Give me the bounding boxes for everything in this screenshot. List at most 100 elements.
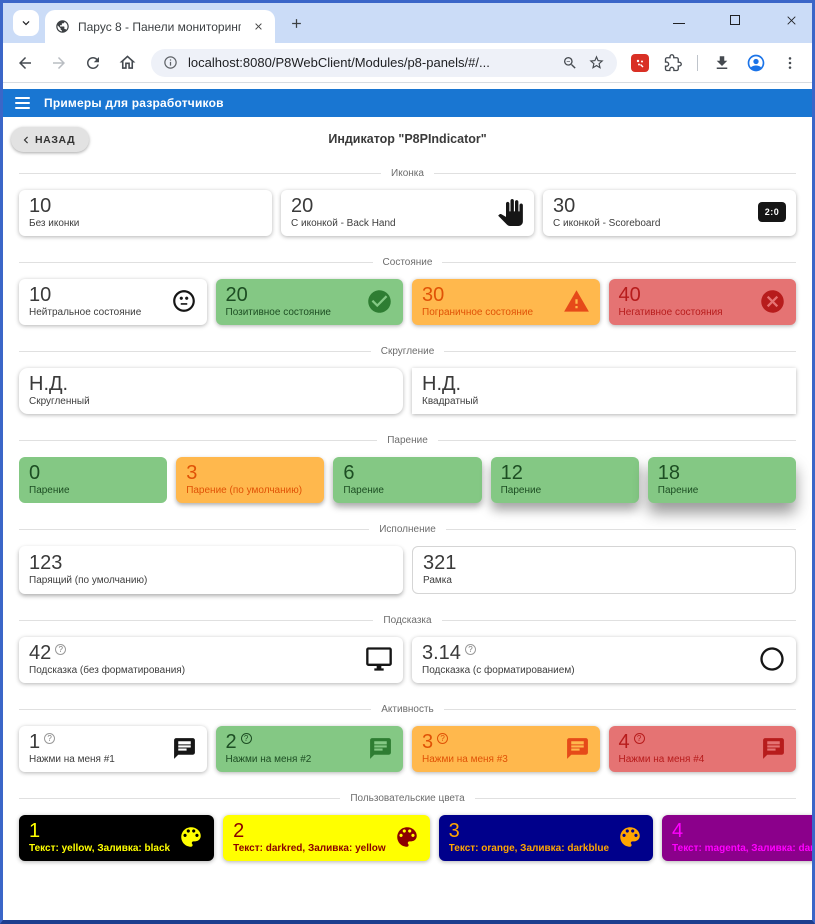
indicator-caption: Рамка (423, 575, 452, 586)
indicator-caption: Подсказка (с форматированием) (422, 665, 575, 676)
download-icon (716, 55, 728, 69)
indicator-value: 10 (29, 195, 52, 217)
app-bar: Примеры для разработчиков (3, 89, 812, 117)
hamburger-menu-icon[interactable] (15, 97, 30, 109)
chevron-left-icon (23, 136, 28, 143)
indicator-caption: Подсказка (без форматирования) (29, 665, 186, 676)
indicator-value: 20 (225, 284, 248, 306)
help-icon: ? (464, 644, 476, 655)
address-bar[interactable]: localhost:8080/P8WebClient/Modules/p8-pa… (151, 48, 617, 77)
clickable-indicator-3[interactable]: 3? Нажми на меня #3 (412, 726, 600, 772)
chat-icon (763, 737, 784, 759)
back-arrow-icon (19, 56, 31, 69)
url-text: localhost:8080/P8WebClient/Modules/p8-pa… (188, 55, 490, 70)
section-variant: Исполнение 123 Парящий (по умолчанию) 32… (3, 524, 812, 610)
help-icon: ? (437, 733, 449, 744)
tab-close-button[interactable] (249, 18, 267, 36)
profile-button[interactable] (746, 53, 766, 73)
extension-red-glyph (636, 59, 644, 67)
indicator-card-elevated: 123 Парящий (по умолчанию) (19, 546, 403, 594)
warning-triangle-icon (563, 289, 589, 312)
site-info-icon (164, 56, 177, 69)
section-label: Пользовательские цвета (350, 793, 465, 804)
maximize-button[interactable] (728, 13, 742, 27)
circle-outline-icon (760, 647, 784, 671)
indicator-caption: Нажми на меня #2 (225, 754, 312, 765)
indicator-caption: Парение (500, 485, 542, 496)
cancel-circle-icon (761, 289, 784, 313)
indicator-caption: Текст: darkred, Заливка: yellow (233, 843, 386, 854)
indicator-caption: Текст: magenta, Заливка: darkmage... (672, 843, 812, 854)
home-icon (119, 55, 135, 69)
indicator-caption: Нажми на меня #3 (422, 754, 508, 765)
indicator-value: Н.Д. (422, 373, 462, 395)
indicator-caption: Нейтральное состояние (29, 307, 142, 318)
back-nav-button[interactable]: НАЗАД (11, 127, 90, 152)
indicator-caption: Парящий (по умолчанию) (29, 575, 148, 586)
indicator-card-custom-3: 3 Текст: orange, Заливка: darkblue (438, 815, 654, 861)
help-icon: ? (44, 733, 56, 744)
indicator-card-elevation-0: 0 Парение (19, 457, 168, 503)
bookmark-star-icon[interactable] (588, 54, 605, 71)
indicator-card-elevation-6: 6 Парение (333, 457, 482, 503)
maximize-icon (730, 15, 740, 25)
indicator-value: 30 (422, 284, 445, 306)
indicator-caption: Парение (по умолчанию) (186, 485, 303, 496)
indicator-caption: С иконкой - Back Hand (291, 218, 396, 229)
indicator-value: 12 (500, 462, 523, 484)
palette-icon (620, 827, 640, 847)
indicator-caption: Текст: orange, Заливка: darkblue (448, 843, 610, 854)
chat-icon (173, 737, 195, 759)
indicator-card-tooltip: 42? Подсказка (без форматирования) (19, 637, 403, 683)
reload-button[interactable] (83, 53, 103, 73)
indicator-card-square: Н.Д. Квадратный (412, 368, 796, 414)
tab-search-button[interactable] (13, 10, 39, 36)
indicator-card-elevation-3: 3 Парение (по умолчанию) (176, 457, 325, 503)
clickable-indicator-4[interactable]: 4? Нажми на меня #4 (608, 726, 796, 772)
tab-title: Парус 8 - Панели мониторинга (78, 19, 241, 34)
tab-strip: Парус 8 - Панели мониторинга (3, 3, 812, 43)
desktop-monitor-icon (366, 647, 392, 671)
section-label: Активность (381, 704, 434, 715)
indicator-value: 2 (233, 820, 245, 842)
indicator-value: 123 (29, 552, 63, 574)
indicator-value: 0 (29, 462, 41, 484)
clickable-indicator-2[interactable]: 2? Нажми на меня #2 (215, 726, 403, 772)
browser-tab[interactable]: Парус 8 - Панели мониторинга (45, 10, 275, 43)
forward-arrow-icon (53, 56, 65, 69)
home-button[interactable] (117, 53, 137, 73)
menu-button[interactable] (780, 53, 800, 73)
app-title: Примеры для разработчиков (44, 96, 224, 110)
section-label: Исполнение (379, 524, 436, 535)
chrome-gap (3, 83, 812, 89)
extension-red-icon[interactable] (631, 53, 649, 72)
chevron-down-icon (22, 21, 30, 26)
section-label: Скругление (380, 346, 435, 357)
back-button[interactable] (15, 53, 35, 73)
minimize-button[interactable] (672, 13, 686, 27)
forward-button[interactable] (49, 53, 69, 73)
indicator-card-elevation-18: 18 Парение (647, 457, 796, 503)
palette-icon (181, 827, 201, 847)
indicator-value: 1 (29, 731, 41, 753)
extensions-button[interactable] (663, 53, 683, 73)
close-window-button[interactable] (784, 13, 798, 27)
section-label: Иконка (391, 168, 424, 179)
back-label: НАЗАД (35, 133, 76, 146)
chat-icon (566, 737, 588, 759)
clickable-indicator-1[interactable]: 1? Нажми на меня #1 (19, 726, 207, 772)
section-rounding: Скругление Н.Д. Скругленный Н.Д. Квадрат… (3, 346, 812, 430)
window-controls (672, 13, 798, 27)
indicator-caption: Негативное состояния (618, 307, 723, 318)
indicator-value: 10 (29, 284, 52, 306)
indicator-card: 20 С иконкой - Back Hand (281, 190, 534, 236)
indicator-value: 321 (423, 552, 457, 574)
indicator-caption: Скругленный (29, 396, 90, 407)
new-tab-button[interactable] (283, 10, 309, 36)
check-circle-icon (368, 289, 391, 313)
zoom-out-icon[interactable] (562, 55, 578, 71)
section-icons: Иконка 10 Без иконки 20 С иконкой - Back… (3, 168, 812, 252)
help-icon: ? (55, 644, 67, 655)
downloads-button[interactable] (712, 53, 732, 73)
